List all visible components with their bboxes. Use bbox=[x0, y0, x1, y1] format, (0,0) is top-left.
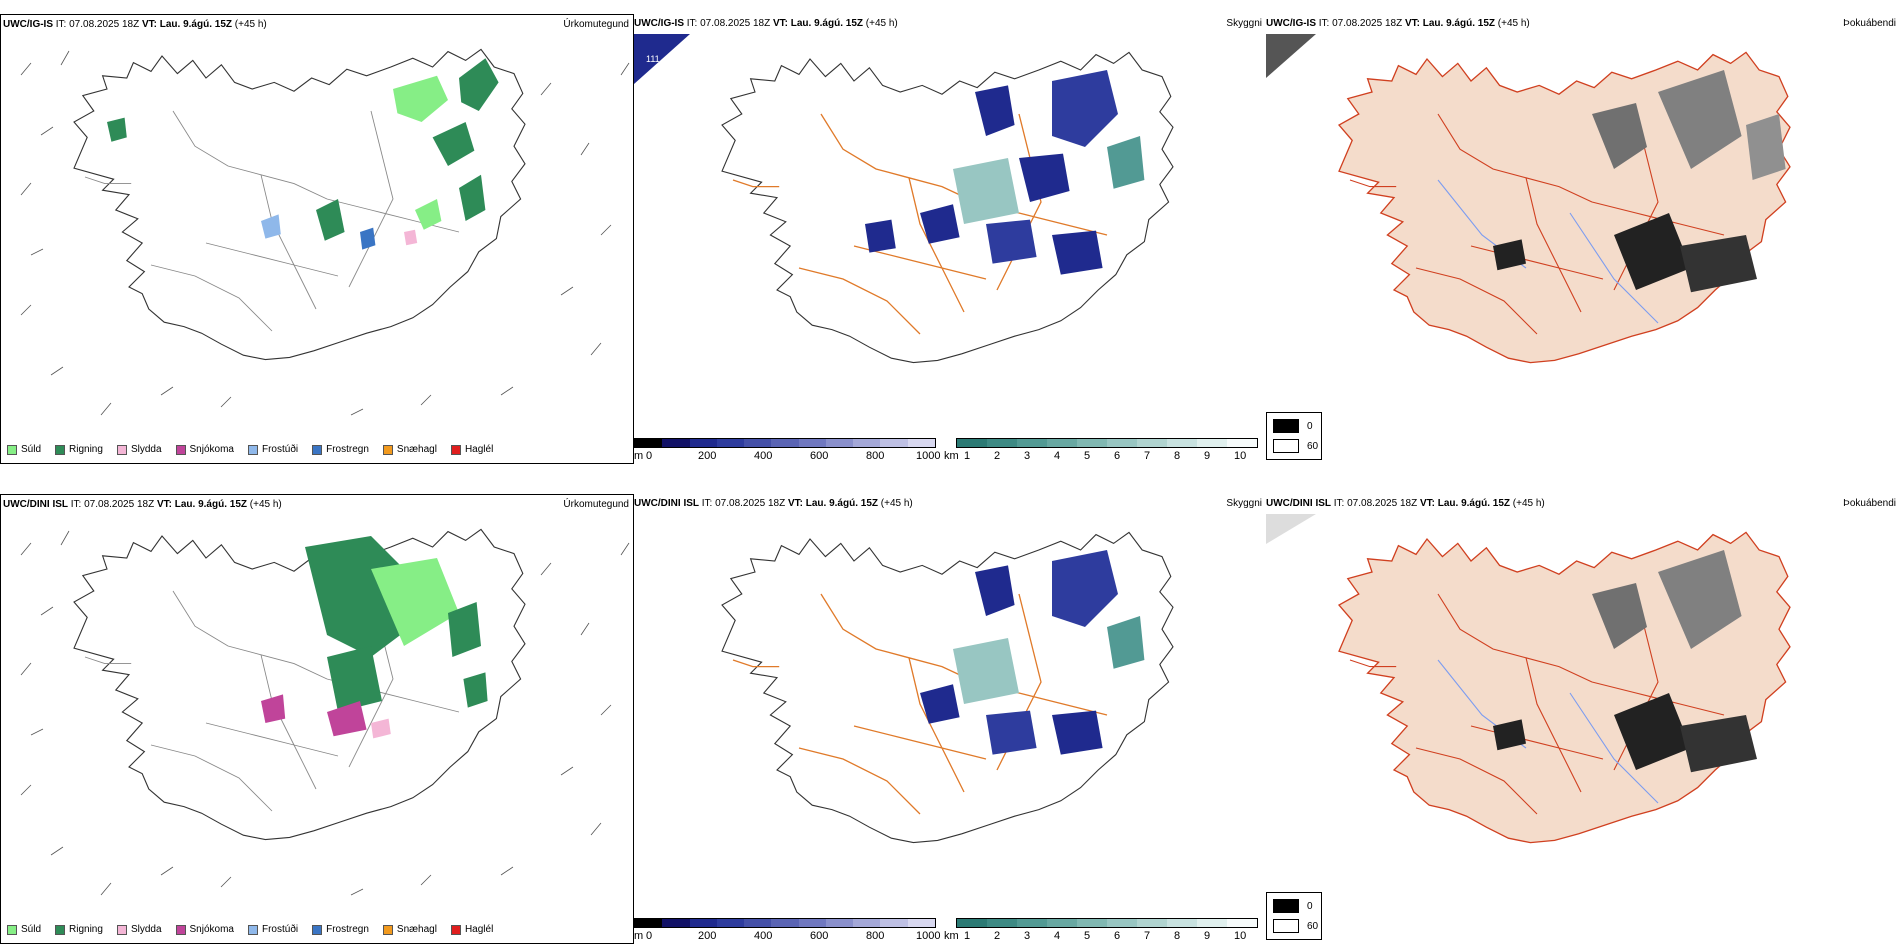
precip-map bbox=[20, 528, 630, 896]
legend-item: Súld bbox=[7, 444, 41, 455]
precip-legend: Súld Rigning Slydda Snjókoma Frostúði Fr… bbox=[7, 444, 507, 455]
fog-title: Þokuábendi bbox=[1843, 18, 1896, 29]
model-name: UWC/IG-IS bbox=[3, 19, 53, 30]
cloudbase-colorbar bbox=[634, 438, 936, 448]
legend-item: Rigning bbox=[55, 444, 103, 455]
cloud-areas bbox=[865, 70, 1145, 275]
precip-type-panel: UWC/DINI ISL IT: 07.08.2025 18Z VT: Lau.… bbox=[0, 494, 634, 944]
precip-areas bbox=[107, 58, 499, 250]
panel-header: UWC/DINI ISL IT: 07.08.2025 18Z VT: Lau.… bbox=[1266, 498, 1545, 509]
legend-item: Frostregn bbox=[312, 444, 369, 455]
visibility-colorbar bbox=[956, 438, 1258, 448]
cloudbase-colorbar bbox=[634, 918, 936, 928]
vt-label: VT: bbox=[141, 19, 157, 30]
legend-item: Frostúði bbox=[247, 444, 298, 455]
panel-header: UWC/IG-IS IT: 07.08.2025 18Z VT: Lau. 9.… bbox=[1266, 18, 1530, 29]
it-value: 07.08.2025 18Z bbox=[69, 19, 140, 30]
legend-item: Snjókoma bbox=[175, 444, 234, 455]
fog-title: Þokuábendi bbox=[1843, 498, 1896, 509]
cloud-visibility-panel: UWC/DINI ISL IT: 07.08.2025 18Z VT: Lau.… bbox=[634, 494, 1266, 944]
cloud-map bbox=[721, 531, 1174, 844]
fog-map bbox=[1266, 514, 1791, 844]
fog-index-panel: UWC/IG-IS IT: 07.08.2025 18Z VT: Lau. 9.… bbox=[1266, 14, 1900, 464]
cloud-title: Skyggni bbox=[1226, 498, 1262, 509]
fog-areas bbox=[1493, 70, 1786, 293]
precip-map bbox=[20, 48, 630, 416]
legend-item: Haglél bbox=[450, 444, 493, 455]
cloud-title: Skyggni bbox=[1226, 18, 1262, 29]
cloud-visibility-panel: UWC/IG-IS IT: 07.08.2025 18Z VT: Lau. 9.… bbox=[634, 14, 1266, 464]
panel-header: UWC/IG-IS IT: 07.08.2025 18Z VT: Lau. 9.… bbox=[3, 19, 267, 30]
fog-index-panel: UWC/DINI ISL IT: 07.08.2025 18Z VT: Lau.… bbox=[1266, 494, 1900, 944]
legend-item: Snæhagl bbox=[382, 444, 437, 455]
fog-legend: 0 60 bbox=[1266, 892, 1322, 940]
cloud-label: 111 bbox=[646, 54, 660, 64]
precip-legend: Súld Rigning Slydda Snjókoma Frostúði Fr… bbox=[7, 924, 507, 935]
precip-title: Úrkomutegund bbox=[563, 499, 629, 510]
it-label: IT: bbox=[55, 19, 67, 30]
lead-time: (+45 h) bbox=[234, 19, 267, 30]
panel-header: UWC/DINI ISL IT: 07.08.2025 18Z VT: Lau.… bbox=[634, 498, 913, 509]
panel-header: UWC/IG-IS IT: 07.08.2025 18Z VT: Lau. 9.… bbox=[634, 18, 898, 29]
panel-header: UWC/DINI ISL IT: 07.08.2025 18Z VT: Lau.… bbox=[3, 499, 282, 510]
legend-item: Slydda bbox=[116, 444, 162, 455]
vt-value: Lau. 9.ágú. 15Z bbox=[159, 19, 232, 30]
visibility-colorbar bbox=[956, 918, 1258, 928]
fog-legend: 0 60 bbox=[1266, 412, 1322, 460]
precip-title: Úrkomutegund bbox=[563, 19, 629, 30]
precip-type-panel: UWC/IG-IS IT: 07.08.2025 18Z VT: Lau. 9.… bbox=[0, 14, 634, 464]
fog-map bbox=[1266, 34, 1791, 364]
cloud-map: 111 bbox=[634, 34, 1174, 364]
